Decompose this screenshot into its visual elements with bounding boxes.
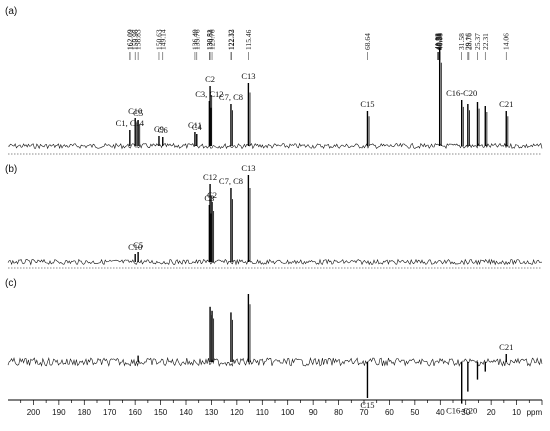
- peak-label: C6: [158, 125, 168, 135]
- shift-value-label: 162.02: [126, 29, 135, 50]
- peak-label: C16-C20: [446, 88, 477, 98]
- x-tick-label: 50: [410, 408, 419, 417]
- panel-3: (c) C15 C16-C20 C21: [5, 278, 543, 416]
- baseline-noise: [7, 142, 543, 150]
- peak-label: C16-C20: [446, 406, 477, 416]
- peak-label: C5: [133, 240, 143, 250]
- x-axis: 200 190 180 170 160 150 140 130 120 110 100 90 80 70 6…: [8, 399, 543, 417]
- x-tick-label: 30: [461, 408, 470, 417]
- peak-label: C7, C8: [219, 92, 243, 102]
- peak-label: C21: [499, 99, 513, 109]
- x-tick-label: 90: [309, 408, 318, 417]
- shift-value-label: 40.41: [435, 33, 444, 50]
- x-tick-label: 100: [281, 408, 295, 417]
- x-tick-label: 170: [103, 408, 117, 417]
- panel-label: (c): [5, 278, 17, 289]
- shift-value-label: 31.58: [457, 33, 466, 50]
- shift-value-label: 150.63: [154, 29, 163, 50]
- x-tick-label: 120: [230, 408, 244, 417]
- shift-value-label: 136.49: [190, 29, 199, 50]
- baseline-noise: [7, 258, 542, 266]
- peak-label: C13: [241, 163, 255, 173]
- x-tick-label: 110: [256, 408, 269, 417]
- shift-value-label: 159.98: [131, 29, 140, 50]
- shift-value-label: 130.53: [206, 29, 215, 50]
- shift-value-label: 22.31: [481, 33, 490, 50]
- peak-label: C3, C12: [195, 89, 223, 99]
- shift-value-label: 28.76: [464, 33, 473, 50]
- baseline-noise: [7, 356, 543, 367]
- peak-label: C7, C8: [219, 176, 243, 186]
- panel-label: (b): [5, 164, 17, 175]
- peak-label: C9: [154, 124, 164, 134]
- peak-label: C10: [128, 242, 142, 252]
- x-tick-label: 20: [487, 408, 496, 417]
- peak-label: C2: [207, 190, 217, 200]
- shift-value-label: 158.83: [134, 29, 143, 50]
- shift-value-label: 14.06: [502, 33, 511, 50]
- shift-value-label: 40.74: [434, 33, 443, 50]
- x-tick-label: 130: [205, 408, 219, 417]
- shift-value-label: 29.16: [463, 33, 472, 50]
- x-tick-label: 200: [27, 408, 41, 417]
- shift-value-label: 130.81: [205, 29, 214, 50]
- peak-label: C12: [203, 172, 217, 182]
- shift-value-label: 25.37: [473, 33, 482, 50]
- shift-value-label: 40.24: [435, 33, 444, 50]
- x-tick-label: 140: [179, 408, 193, 417]
- peak-label: C11: [188, 120, 202, 130]
- peak-label: C15: [360, 400, 374, 410]
- shift-value-label: 68.64: [363, 33, 372, 50]
- x-tick-label: 10: [512, 408, 521, 417]
- shift-value-label: 115.46: [244, 29, 253, 50]
- shift-value-label: 122.13: [227, 29, 236, 50]
- peak-label: C10: [128, 106, 142, 116]
- shift-value-label: 135.76: [192, 29, 201, 50]
- x-tick-label: 80: [334, 408, 343, 417]
- peak-label: C2: [205, 74, 215, 84]
- peak-label: C4: [192, 122, 203, 132]
- x-tick-label: 180: [78, 408, 92, 417]
- shift-value-label: 40.08: [436, 33, 445, 50]
- shift-value-label: 149.14: [158, 29, 167, 50]
- peak-label: C15: [360, 99, 374, 109]
- shift-value-label: 40.58: [434, 33, 443, 50]
- shift-value-label: 41.08: [433, 33, 442, 50]
- peak-label: C13: [241, 71, 255, 81]
- peak-label: C1, C14: [116, 118, 145, 128]
- x-unit-label: ppm: [527, 408, 543, 417]
- x-tick-label: 160: [128, 408, 142, 417]
- shift-value-label: 40.91: [433, 33, 442, 50]
- x-tick-label: 70: [360, 408, 369, 417]
- peak-label: C3: [204, 193, 214, 203]
- x-tick-label: 190: [52, 408, 66, 417]
- peak-label: C21: [499, 342, 513, 352]
- x-tick-label: 150: [154, 408, 168, 417]
- peak-label: C5: [133, 108, 143, 118]
- shift-value-label: 129.76: [208, 29, 217, 50]
- shift-value-label: 122.32: [226, 29, 235, 50]
- shift-value-label: 162.09: [125, 29, 134, 50]
- panel-label: (a): [5, 6, 17, 17]
- x-tick-label: 40: [436, 408, 445, 417]
- x-tick-label: 60: [385, 408, 394, 417]
